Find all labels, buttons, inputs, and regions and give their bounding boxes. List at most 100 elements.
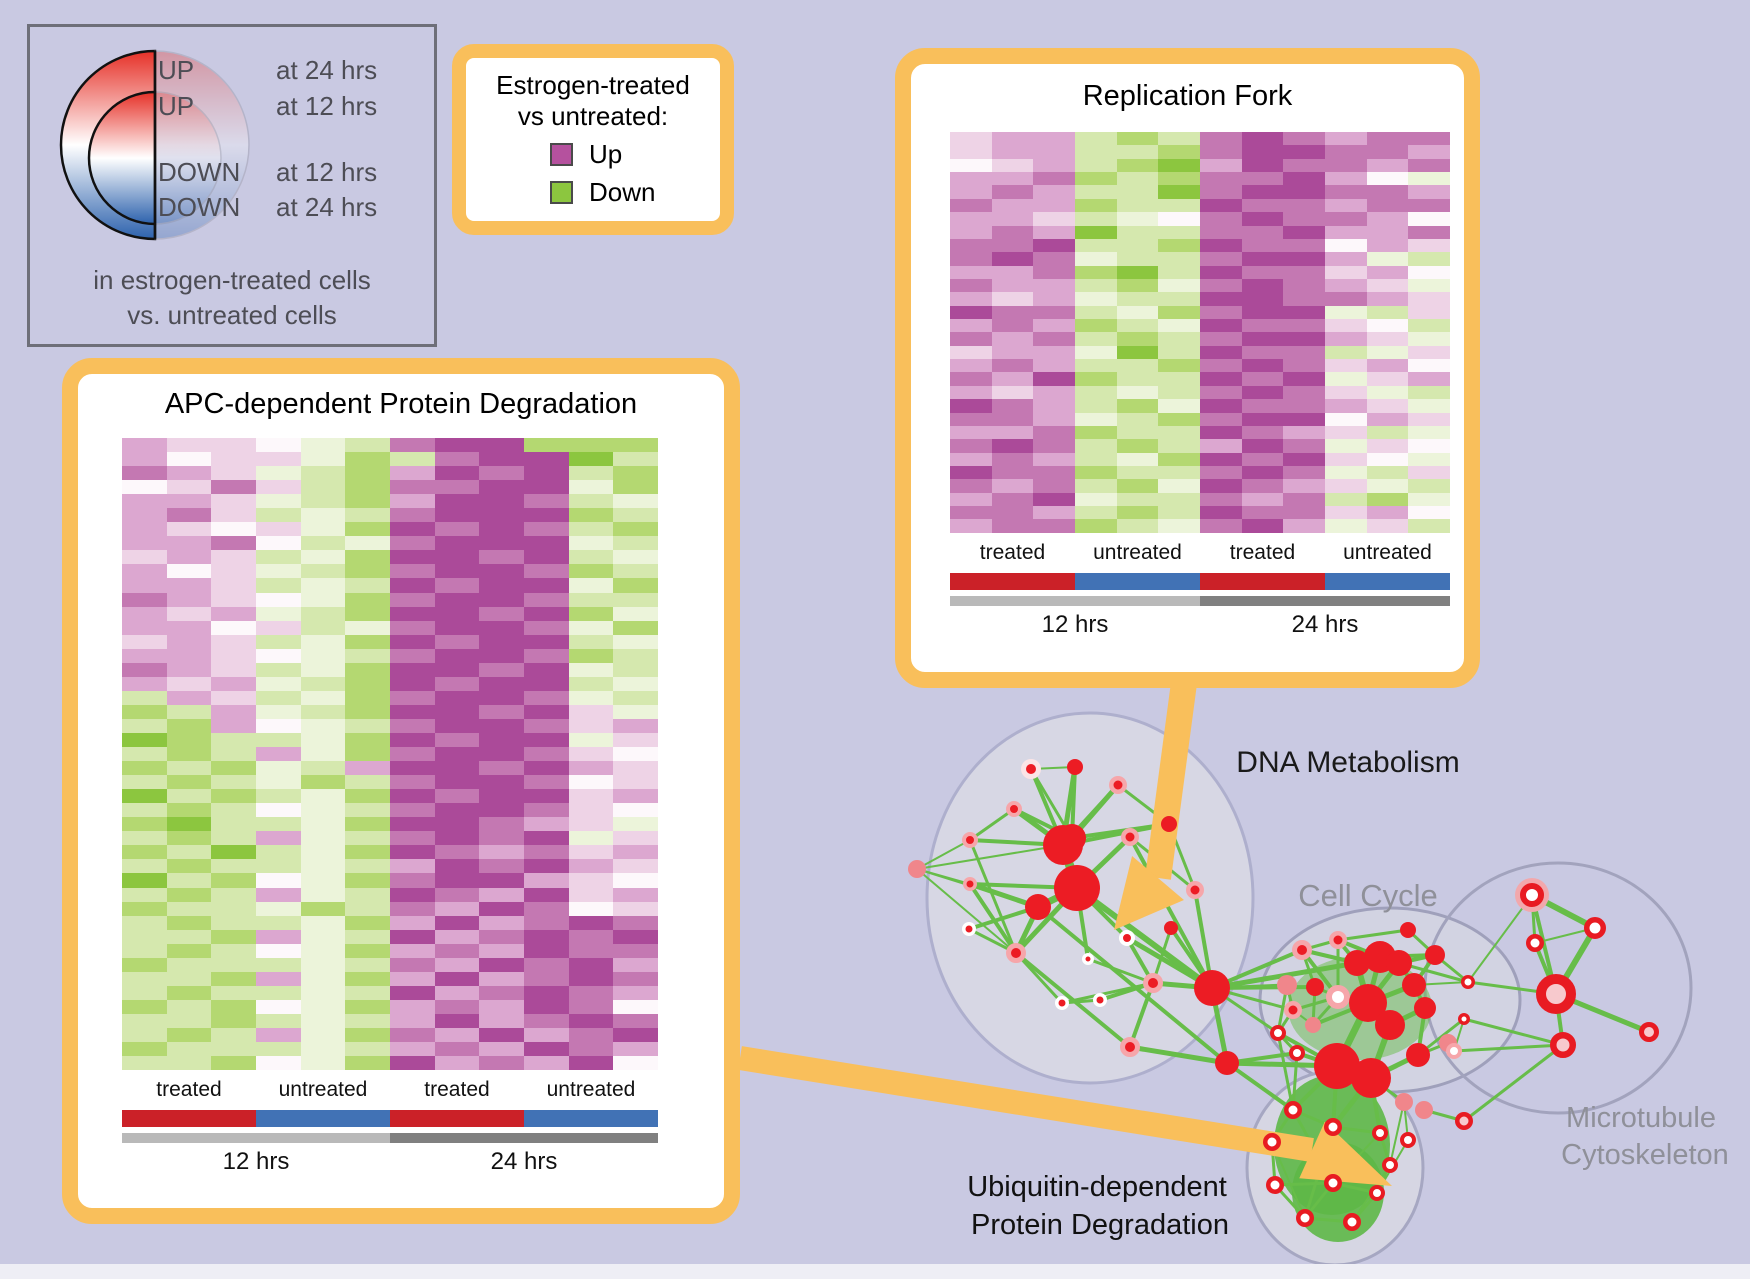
heatmap-row (950, 158, 1451, 173)
heatmap-row (950, 319, 1451, 333)
apc-panel: APC-dependent Protein Degradation treate… (62, 358, 740, 1224)
heatmap-row (122, 676, 659, 691)
heatmap-row (122, 1056, 659, 1071)
heatmap-row (122, 789, 659, 804)
cluster-label: Cytoskeleton (1561, 1139, 1729, 1171)
inner-top-label: UP (158, 91, 194, 121)
heatmap-row (122, 578, 659, 593)
group-color-bar (950, 573, 1075, 590)
cluster-labels: DNA Metabolism Cell Cycle Microtubule Cytos… (967, 746, 1729, 1241)
heatmap-row (950, 439, 1451, 453)
heatmap-row (122, 1027, 659, 1043)
heatmap-row (122, 817, 659, 832)
heatmap-row (950, 506, 1451, 520)
cluster-label: Protein Degradation (971, 1209, 1229, 1241)
time-label: 12 hrs (222, 1148, 290, 1175)
heatmap-row (122, 480, 659, 495)
outer-bottom-label: DOWN (158, 192, 240, 222)
heatmap-row (950, 385, 1451, 400)
legend-caption-line1: in estrogen-treated cells (93, 265, 370, 295)
replication-fork-heatmap (950, 132, 1451, 533)
heatmap-row (950, 132, 1451, 146)
heatmap-row (950, 359, 1451, 373)
color-key-title-line1: Estrogen-treated (496, 70, 690, 100)
heatmap-row (122, 845, 659, 860)
color-key-label: Down (589, 177, 656, 207)
group-label: treated (979, 541, 1046, 564)
heatmap-row (122, 648, 659, 663)
heatmap-row (122, 929, 659, 944)
heatmap-row (950, 225, 1451, 239)
split-ring-icon (59, 49, 250, 241)
heatmap-row (950, 492, 1451, 507)
heatmap-row (950, 412, 1451, 426)
heatmap-row (950, 465, 1451, 480)
inner-bottom-time: at 12 hrs (276, 157, 377, 187)
heatmap-row (122, 985, 659, 1000)
cluster-label: Microtubule (1566, 1102, 1716, 1134)
heatmap-row (122, 550, 659, 565)
heatmap-row (122, 662, 659, 677)
heatmap-row (950, 145, 1451, 159)
heatmap-row (122, 1013, 659, 1028)
heatmap-row (122, 718, 659, 733)
ring-legend-graphic: UP at 24 hrs UP at 12 hrs DOWN at 12 hrs… (59, 49, 377, 330)
time-color-bar (122, 1133, 390, 1143)
apc-title: APC-dependent Protein Degradation (164, 388, 638, 420)
heatmap-row (122, 522, 659, 537)
time-label: 12 hrs (1041, 611, 1109, 638)
heatmap-row (950, 425, 1451, 440)
heatmap-row (122, 901, 659, 916)
heatmap-row (122, 606, 659, 621)
heatmap-row (122, 803, 659, 818)
heatmap-row (950, 265, 1451, 279)
heatmap-row (950, 372, 1451, 386)
heatmap-row (122, 732, 659, 748)
heatmap-row (950, 452, 1451, 466)
heatmap-row (950, 172, 1451, 186)
cluster-label: Ubiquitin-dependent (967, 1171, 1227, 1203)
heatmap-row (122, 999, 659, 1014)
replication-fork-panel: Replication Fork treated untreated treated… (895, 48, 1480, 688)
time-color-bar (390, 1133, 658, 1143)
replication-fork-title: Replication Fork (1082, 80, 1293, 112)
group-label: untreated (1093, 541, 1182, 564)
heatmap-row (122, 887, 659, 902)
cluster-label: DNA Metabolism (1236, 746, 1459, 779)
heatmap-row (950, 238, 1451, 253)
heatmap-row (122, 704, 659, 719)
group-color-bar (1325, 573, 1450, 590)
legend-caption-line2: vs. untreated cells (127, 300, 337, 330)
inner-top-time: at 12 hrs (276, 91, 377, 121)
heatmap-row (122, 536, 659, 551)
outer-top-label: UP (158, 55, 194, 85)
heatmap-row (122, 957, 659, 972)
group-label: untreated (546, 1078, 636, 1101)
heatmap-row (122, 775, 659, 790)
color-key-item: Down (550, 177, 720, 208)
group-color-bar (524, 1110, 658, 1127)
group-color-bar (256, 1110, 390, 1127)
heatmap-row (950, 185, 1451, 199)
group-label: treated (424, 1078, 490, 1101)
outer-top-time: at 24 hrs (276, 55, 377, 85)
heatmap-row (950, 292, 1451, 306)
group-label: untreated (1343, 541, 1432, 564)
heatmap-row (950, 332, 1451, 346)
group-color-bar (122, 1110, 256, 1127)
heatmap-row (950, 479, 1451, 493)
time-label: 24 hrs (1291, 611, 1359, 638)
heatmap-row (122, 508, 659, 523)
heatmap-row (122, 761, 659, 776)
heatmap-row (122, 620, 659, 635)
color-swatch (550, 143, 573, 166)
heatmap-row (950, 399, 1451, 413)
inner-bottom-label: DOWN (158, 157, 240, 187)
group-label: treated (1229, 541, 1296, 564)
heatmap-row (122, 943, 659, 958)
heatmap-row (950, 278, 1451, 293)
heatmap-row (122, 831, 659, 846)
heatmap-row (122, 859, 659, 874)
color-key-title-line2: vs untreated: (517, 101, 669, 131)
